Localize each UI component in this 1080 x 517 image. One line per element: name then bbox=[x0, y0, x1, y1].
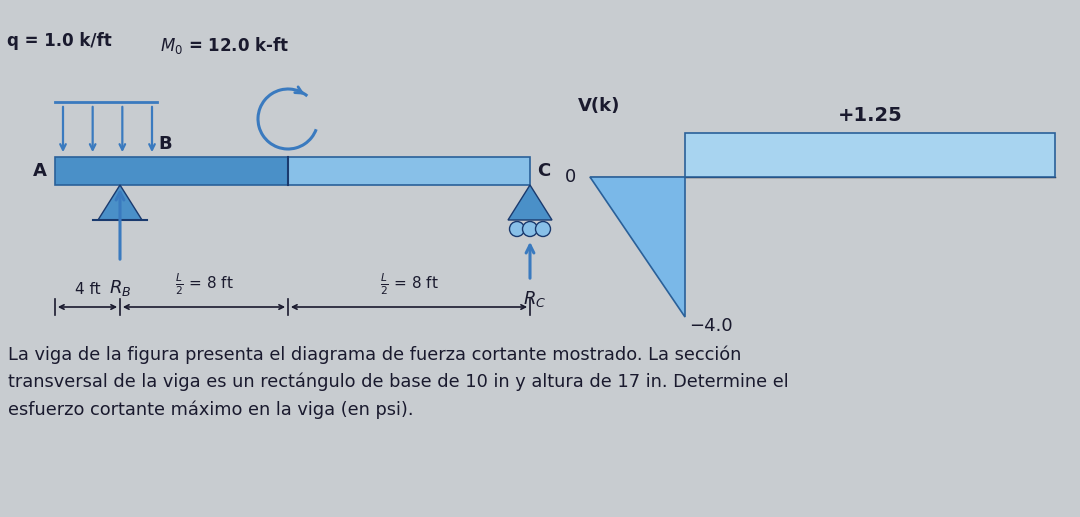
Text: C: C bbox=[537, 162, 550, 180]
Bar bbox=[55, 157, 530, 185]
Bar bbox=[55, 157, 288, 185]
Circle shape bbox=[510, 221, 525, 236]
Text: $R_C$: $R_C$ bbox=[524, 289, 546, 309]
Circle shape bbox=[523, 221, 538, 236]
Text: $R_B$: $R_B$ bbox=[109, 278, 131, 298]
Text: A: A bbox=[33, 162, 48, 180]
Text: $M_0$ = 12.0 k-ft: $M_0$ = 12.0 k-ft bbox=[160, 35, 289, 56]
Text: 4 ft: 4 ft bbox=[75, 282, 100, 297]
Bar bbox=[288, 157, 530, 185]
Text: B: B bbox=[158, 135, 172, 153]
Circle shape bbox=[536, 221, 551, 236]
Polygon shape bbox=[98, 185, 141, 220]
Text: $\frac{L}{2}$ = 8 ft: $\frac{L}{2}$ = 8 ft bbox=[380, 271, 438, 297]
Polygon shape bbox=[508, 185, 552, 220]
Text: −4.0: −4.0 bbox=[689, 317, 732, 335]
Polygon shape bbox=[590, 177, 685, 317]
Text: $\frac{L}{2}$ = 8 ft: $\frac{L}{2}$ = 8 ft bbox=[175, 271, 233, 297]
Text: La viga de la figura presenta el diagrama de fuerza cortante mostrado. La secció: La viga de la figura presenta el diagram… bbox=[8, 345, 788, 419]
Text: V(k): V(k) bbox=[578, 97, 620, 115]
Text: +1.25: +1.25 bbox=[838, 107, 903, 125]
Bar bbox=[685, 133, 1055, 177]
Text: 0: 0 bbox=[565, 168, 576, 186]
Text: q = 1.0 k/ft: q = 1.0 k/ft bbox=[6, 32, 111, 50]
